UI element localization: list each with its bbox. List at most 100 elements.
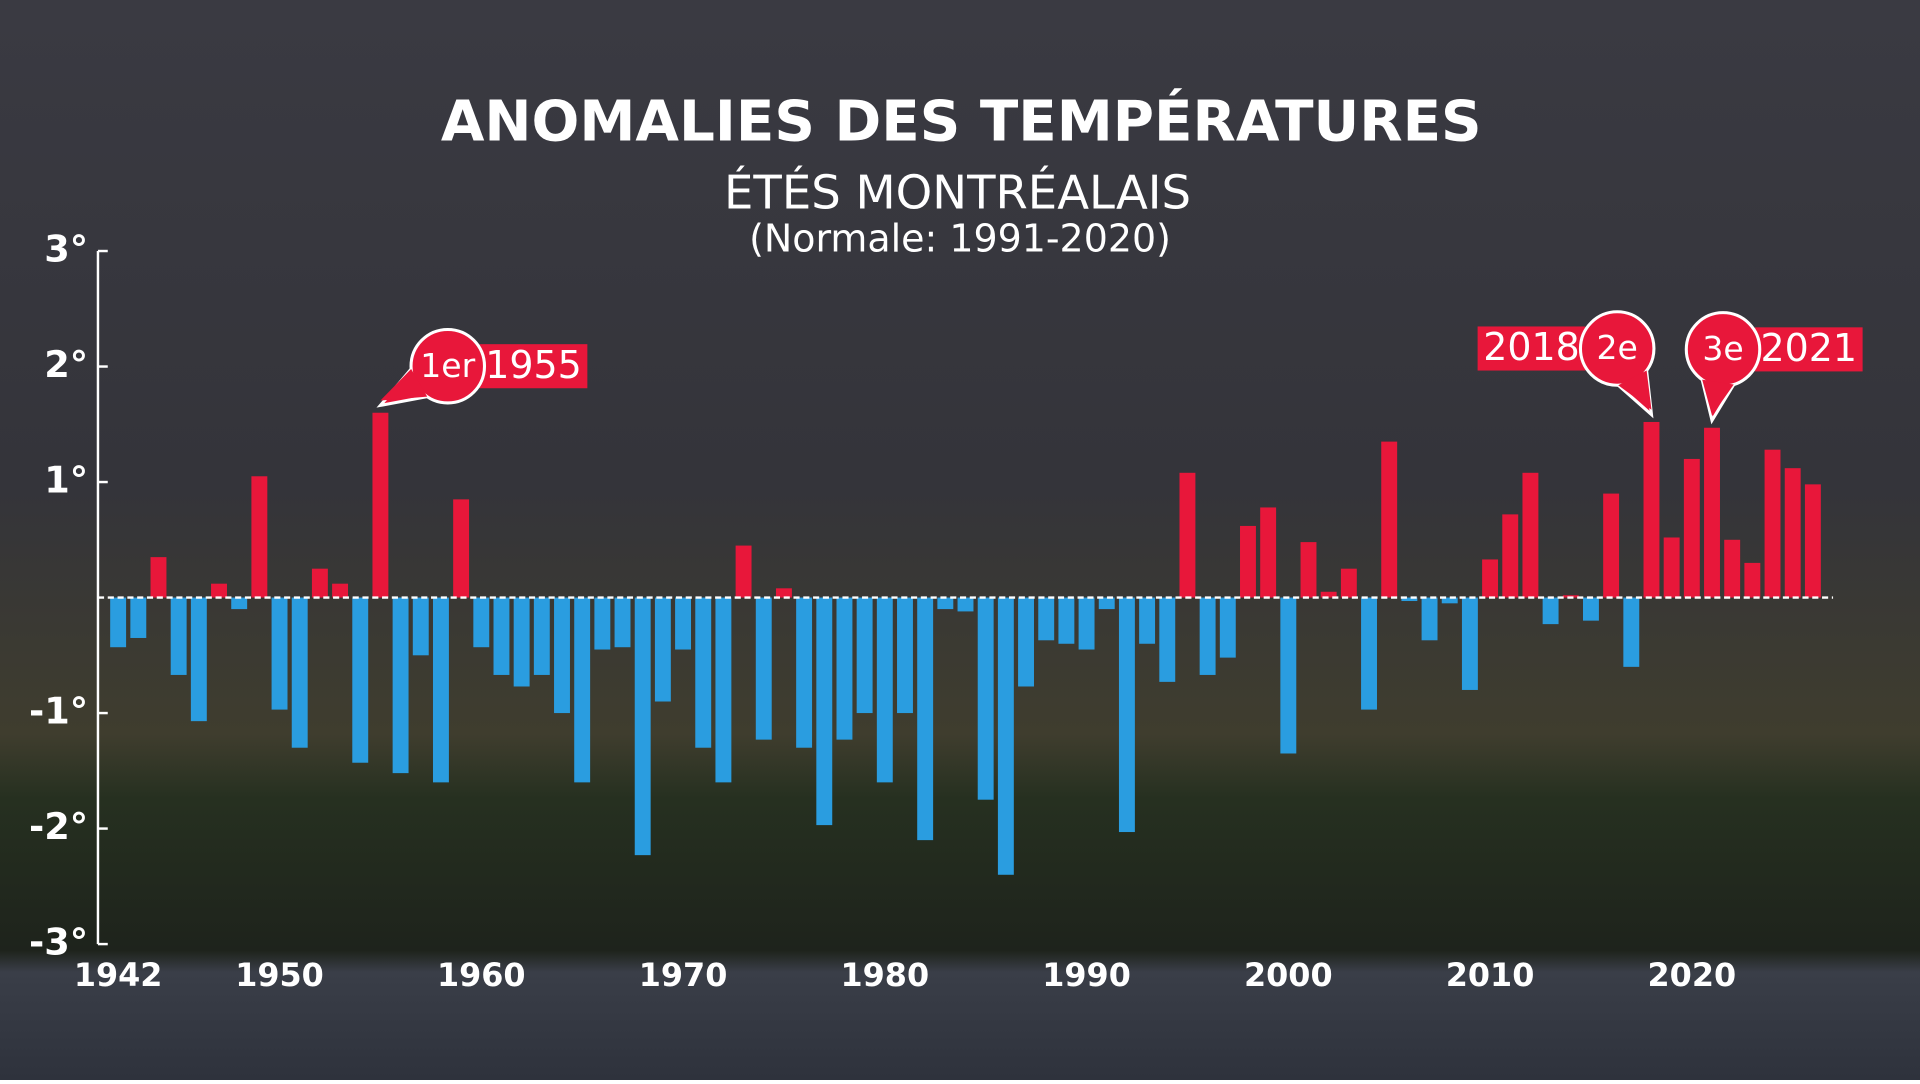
bar [735, 545, 752, 598]
bar [1724, 539, 1741, 598]
x-tick-label: 2020 [1648, 956, 1737, 994]
bar [1461, 597, 1478, 690]
bar [957, 597, 974, 612]
bar [493, 597, 510, 675]
annotation-box [1754, 327, 1863, 372]
annotation-rank: 1er [420, 346, 475, 385]
bar [372, 412, 389, 598]
chart-note: (Normale: 1991-2020) [749, 217, 1171, 261]
annotation-box [1477, 326, 1586, 371]
bar [836, 597, 853, 740]
bar [1038, 597, 1055, 641]
annotation-pointer-fill [1702, 379, 1734, 416]
bar [432, 597, 449, 783]
bar [937, 597, 954, 610]
bar [1139, 597, 1156, 644]
bar [715, 597, 732, 783]
annotation-rank: 3e [1702, 329, 1743, 368]
bar [775, 588, 792, 598]
annotation-label: 2018 [1483, 325, 1580, 369]
bar [211, 583, 227, 598]
bar [675, 597, 692, 650]
bar [1340, 568, 1357, 598]
bar [453, 499, 470, 598]
bar [1502, 514, 1519, 598]
chart-title: ANOMALIES DES TEMPÉRATURES [441, 87, 1482, 155]
bar [1401, 597, 1418, 602]
y-tick-label: -1° [29, 690, 88, 733]
bar [654, 597, 671, 702]
annotation-label: 1955 [485, 343, 582, 387]
bar [190, 597, 207, 722]
y-tick-label: 1° [44, 459, 88, 502]
bar [1219, 597, 1236, 658]
bar [1784, 468, 1801, 598]
bar [1522, 472, 1539, 598]
y-tick-label: -3° [29, 921, 88, 964]
bar [271, 597, 288, 710]
bar [251, 476, 268, 598]
bar [1018, 597, 1034, 687]
bar [695, 597, 712, 748]
bar [1159, 597, 1176, 682]
bar [554, 597, 570, 714]
annotation-pointer-fill [1618, 370, 1652, 410]
bar [1744, 562, 1761, 598]
bar [755, 597, 772, 740]
bar [594, 597, 611, 650]
y-tick-label: 3° [44, 228, 88, 271]
bar [1603, 493, 1620, 598]
bar [917, 597, 934, 841]
annotation-badge [409, 327, 487, 405]
bar [856, 597, 873, 714]
bar [1179, 472, 1196, 598]
bar [1098, 597, 1115, 610]
bar [614, 597, 631, 648]
y-tick-label: 2° [44, 343, 88, 386]
bar [1542, 597, 1559, 625]
bar [1118, 597, 1135, 833]
bar [1764, 449, 1781, 598]
bar [1260, 507, 1277, 598]
bar [574, 597, 591, 783]
bar [1078, 597, 1095, 650]
bar [1804, 484, 1821, 598]
bar [170, 597, 187, 675]
bar [634, 597, 651, 856]
bar [897, 597, 913, 714]
bar [1381, 441, 1398, 598]
bar [412, 597, 429, 656]
bar [1240, 525, 1256, 598]
annotation-box [479, 344, 588, 389]
bar [1058, 597, 1075, 644]
bar [1643, 421, 1660, 598]
y-tick-label: -2° [29, 805, 88, 848]
bar [816, 597, 833, 826]
bar [977, 597, 994, 800]
annotation-badge [1578, 310, 1656, 387]
bar [130, 597, 147, 638]
annotation-pointer-fill [380, 369, 428, 401]
chart-subtitle: ÉTÉS MONTRÉALAIS [724, 165, 1191, 219]
x-tick-label: 1990 [1042, 956, 1131, 994]
bar [876, 597, 893, 783]
bar [1300, 542, 1317, 598]
x-tick-label: 1970 [639, 956, 728, 994]
bar [1421, 597, 1438, 641]
bar [796, 597, 813, 748]
bar [1199, 597, 1216, 675]
x-tick-label: 2010 [1446, 956, 1535, 994]
bar [513, 597, 530, 687]
bar [1441, 597, 1458, 604]
bar [1482, 559, 1499, 598]
bar [332, 583, 349, 598]
bar [533, 597, 550, 675]
x-tick-label: 1980 [841, 956, 930, 994]
bar [1704, 427, 1720, 598]
bar [1582, 597, 1599, 621]
bar [392, 597, 409, 774]
bar [473, 597, 490, 648]
x-tick-label: 1960 [437, 956, 526, 994]
bar [997, 597, 1014, 875]
